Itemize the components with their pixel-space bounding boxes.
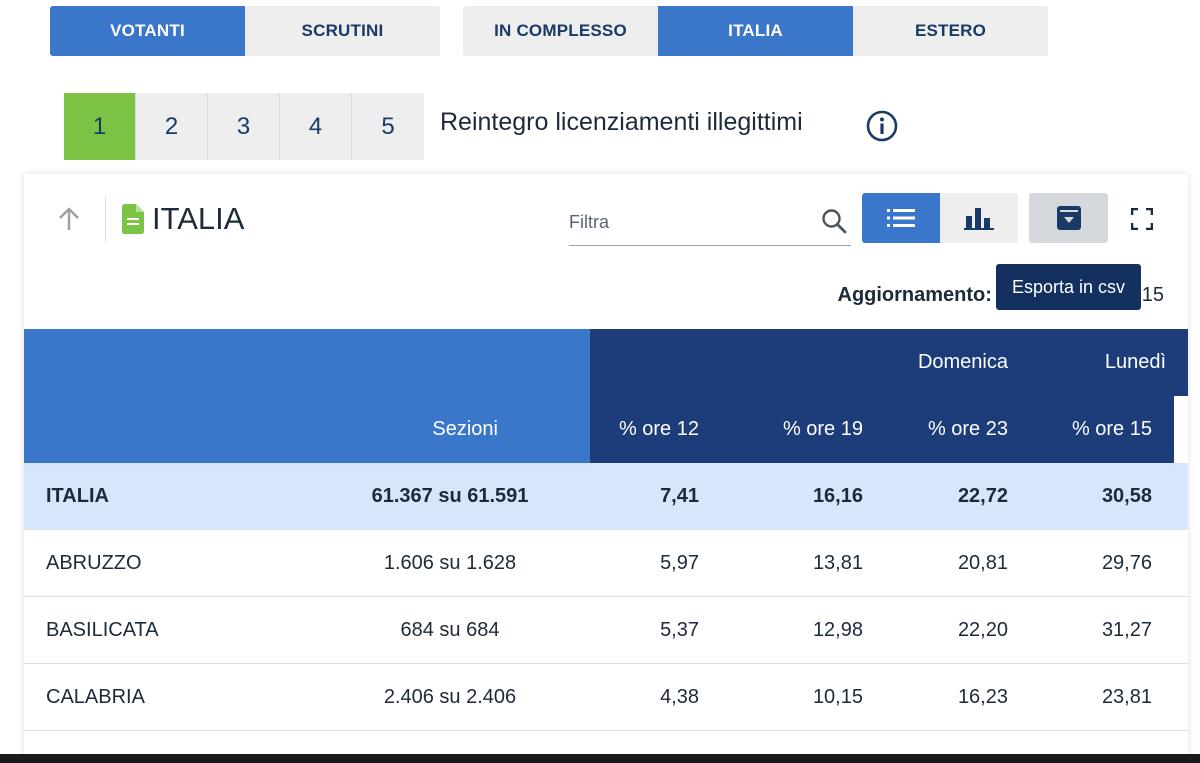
list-view-button[interactable] — [862, 193, 940, 243]
region-name: ITALIA — [46, 484, 109, 507]
table-row[interactable]: ITALIA 61.367 su 61.591 7,41 16,16 22,72… — [24, 463, 1188, 530]
ore15-value: 23,81 — [1101, 685, 1152, 708]
sezioni-value: 61.367 su 61.591 — [371, 484, 529, 507]
region-name: CALABRIA — [46, 685, 145, 708]
ore19-value: 12,98 — [812, 618, 863, 641]
question-3-button[interactable]: 3 — [208, 93, 280, 160]
area-tabs: IN COMPLESSO ITALIA ESTERO — [463, 6, 1048, 56]
ore23-value: 16,23 — [957, 685, 1008, 708]
ore19-value: 10,15 — [812, 685, 863, 708]
header-sezioni: Sezioni — [432, 418, 498, 440]
export-csv-button[interactable] — [1029, 193, 1108, 243]
ore23-value: 22,72 — [957, 484, 1008, 507]
bottom-edge — [0, 754, 1200, 763]
filter-input[interactable] — [569, 200, 809, 244]
results-card: ITALIA — [24, 174, 1188, 763]
region-name: BASILICATA — [46, 618, 159, 641]
sezioni-value: 1.606 su 1.628 — [383, 551, 517, 574]
header-ore15[interactable]: % ore 15 — [1030, 396, 1174, 463]
sezioni-value: 684 su 684 — [400, 618, 500, 641]
update-label: Aggiornamento: — [837, 284, 992, 306]
header-ore12[interactable]: % ore 12 — [590, 396, 721, 463]
archive-download-icon — [1056, 206, 1081, 230]
view-toggle — [862, 193, 1018, 243]
filter-field — [569, 200, 851, 246]
region-name: ABRUZZO — [46, 551, 142, 574]
question-4-button[interactable]: 4 — [280, 93, 352, 160]
question-2-button[interactable]: 2 — [136, 93, 208, 160]
table-row[interactable]: BASILICATA 684 su 684 5,37 12,98 22,20 3… — [24, 597, 1188, 664]
question-title: Reintegro licenziamenti illegittimi — [440, 108, 803, 136]
results-table: Domenica Lunedì Sezioni % ore 12 % ore 1… — [24, 329, 1188, 731]
header-lunedi: Lunedì — [1030, 329, 1188, 396]
table-row[interactable]: CALABRIA 2.406 su 2.406 4,38 10,15 16,23… — [24, 664, 1188, 731]
document-icon — [122, 204, 144, 234]
question-5-button[interactable]: 5 — [352, 93, 424, 160]
list-icon — [887, 209, 915, 227]
tab-votanti[interactable]: VOTANTI — [50, 6, 245, 56]
update-time-end: 15 — [1141, 284, 1164, 306]
chart-view-button[interactable] — [940, 193, 1018, 243]
ore19-value: 16,16 — [812, 484, 863, 507]
table-header-columns: Sezioni % ore 12 % ore 19 % ore 23 % ore… — [24, 396, 1188, 463]
search-icon[interactable] — [821, 208, 847, 234]
ore12-value: 5,97 — [660, 551, 699, 574]
sezioni-value: 2.406 su 2.406 — [383, 685, 517, 708]
header-blank — [24, 329, 590, 396]
header-domenica: Domenica — [590, 329, 1030, 396]
question-selector: 1 2 3 4 5 — [64, 93, 424, 160]
arrow-up-icon[interactable] — [57, 206, 81, 232]
tab-italia[interactable]: ITALIA — [658, 6, 853, 56]
header-ore19[interactable]: % ore 19 — [721, 396, 885, 463]
bar-chart-icon — [964, 208, 994, 230]
tab-scrutini[interactable]: SCRUTINI — [245, 6, 440, 56]
tab-in-complesso[interactable]: IN COMPLESSO — [463, 6, 658, 56]
ore15-value: 31,27 — [1101, 618, 1152, 641]
header-ore23[interactable]: % ore 23 — [885, 396, 1030, 463]
fullscreen-icon[interactable] — [1131, 208, 1153, 230]
table-header-days: Domenica Lunedì — [24, 329, 1188, 396]
ore15-value: 29,76 — [1101, 551, 1152, 574]
ore12-value: 5,37 — [660, 618, 699, 641]
table-row[interactable]: ABRUZZO 1.606 su 1.628 5,97 13,81 20,81 … — [24, 530, 1188, 597]
ore19-value: 13,81 — [812, 551, 863, 574]
ore12-value: 7,41 — [660, 484, 699, 507]
info-icon[interactable] — [866, 110, 898, 142]
ore23-value: 22,20 — [957, 618, 1008, 641]
ore15-value: 30,58 — [1101, 484, 1152, 507]
divider — [105, 196, 106, 242]
votanti-scrutini-tabs: VOTANTI SCRUTINI — [50, 6, 440, 56]
card-title: ITALIA — [152, 201, 245, 236]
tab-estero[interactable]: ESTERO — [853, 6, 1048, 56]
question-1-button[interactable]: 1 — [64, 93, 136, 160]
export-tooltip: Esporta in csv — [996, 264, 1141, 310]
header-sezioni-cell: Sezioni — [24, 396, 590, 463]
ore12-value: 4,38 — [660, 685, 699, 708]
ore23-value: 20,81 — [957, 551, 1008, 574]
